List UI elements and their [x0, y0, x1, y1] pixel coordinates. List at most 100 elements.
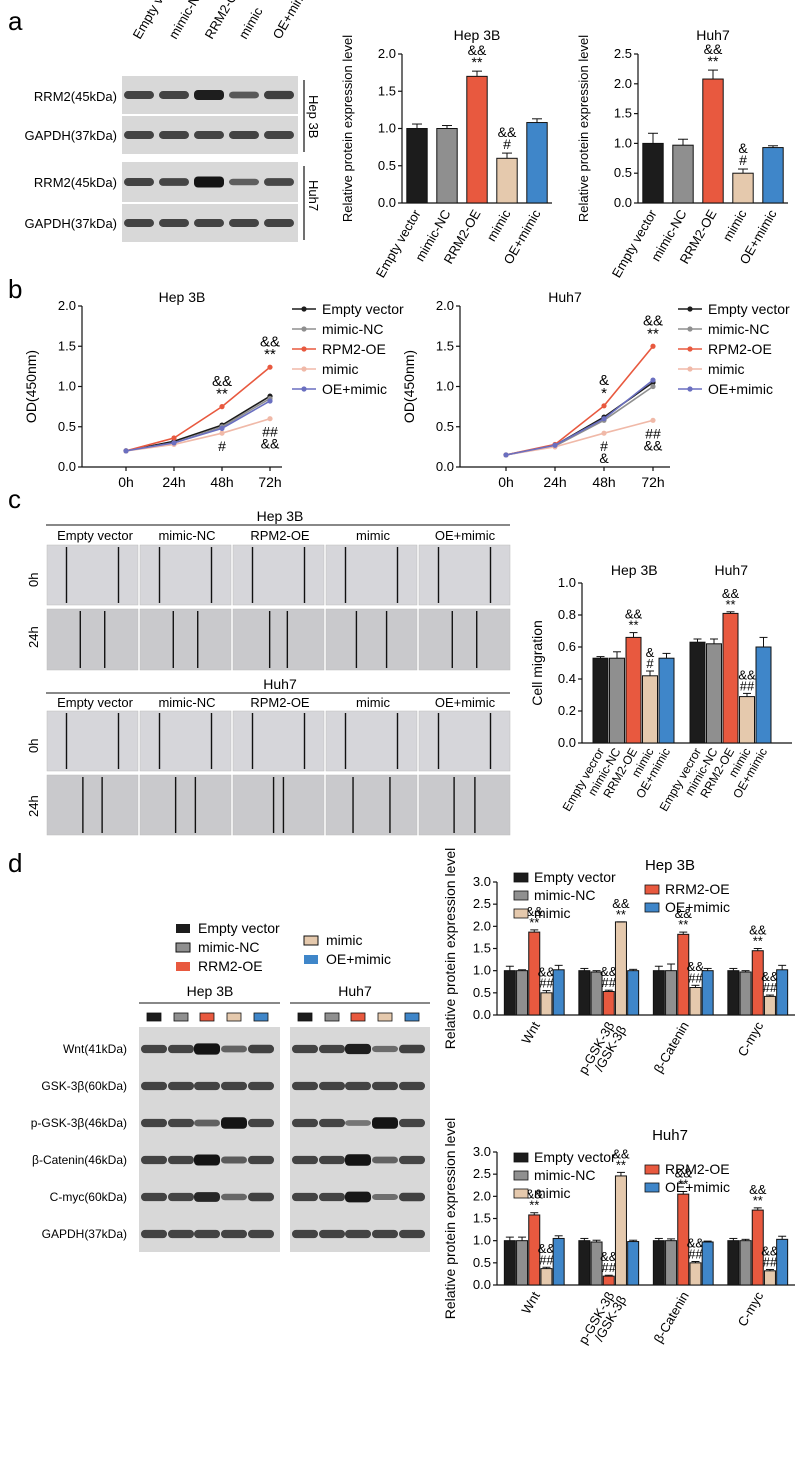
series-line	[125, 366, 271, 452]
y-tick-label: 2.0	[614, 76, 632, 91]
chart-d-hep3b: Hep 3B 0.0 0.5 1.0 1.5 2.0 2.5 3.0 Relative prot…	[442, 848, 795, 1077]
bar	[755, 646, 772, 744]
legend-swatch	[644, 884, 660, 895]
x-tick-label: C-myc	[735, 1289, 767, 1329]
blot-band	[141, 1044, 167, 1054]
bar	[516, 1240, 529, 1286]
blot-band	[292, 1044, 318, 1054]
legend-label: mimic	[322, 361, 359, 377]
wound-image	[418, 608, 511, 671]
wound-image	[325, 608, 418, 671]
y-tick-label: 1.0	[558, 575, 576, 590]
significance-mark: &&	[643, 313, 663, 330]
legend-swatch-empty-vector	[176, 924, 190, 933]
blot-band	[248, 1044, 274, 1054]
blot-band	[141, 1155, 167, 1165]
y-axis-label: Relative protein expression level	[576, 35, 591, 222]
y-tick-label: 2.5	[473, 896, 491, 911]
legend-label: Empty vector	[534, 869, 616, 885]
legend-label: Empty vector	[198, 920, 280, 936]
legend-label: Empty vector	[708, 301, 790, 317]
y-tick-label: 0.4	[558, 671, 576, 686]
blot-band	[248, 1081, 274, 1091]
y-tick-label: 0.0	[558, 735, 576, 750]
bar	[665, 1240, 678, 1286]
bar	[540, 1268, 553, 1286]
blot-band	[168, 1118, 194, 1128]
significance-mark: ##	[688, 1247, 703, 1262]
blot-band	[399, 1229, 425, 1239]
significance-mark: **	[529, 1198, 539, 1213]
significance-mark: &&	[468, 42, 487, 58]
y-tick-label: 2.5	[614, 46, 632, 61]
wound-image	[139, 710, 232, 772]
bar	[689, 987, 702, 1016]
series-line	[505, 381, 654, 456]
bar	[602, 1275, 615, 1286]
legend-label: mimic	[534, 905, 571, 921]
y-tick-label: 1.5	[473, 1211, 491, 1226]
bar	[763, 995, 776, 1016]
bar	[614, 921, 627, 1016]
wound-image	[139, 544, 232, 606]
lane-marker	[350, 1012, 366, 1022]
bar	[496, 157, 518, 204]
bar	[627, 970, 640, 1016]
blot-band	[292, 1229, 318, 1239]
significance-mark: &&	[600, 1249, 618, 1264]
legend-label: RRM2-OE	[665, 1161, 730, 1177]
blot-band	[221, 1117, 247, 1129]
series-point	[601, 416, 607, 422]
blot-band	[229, 91, 259, 99]
series-point	[267, 364, 273, 370]
blot-band	[248, 1118, 274, 1128]
wound-title-huh7: Huh7	[263, 676, 297, 692]
chart-title: Hep 3B	[645, 857, 695, 874]
y-tick-label: 0.0	[473, 1277, 491, 1292]
bar	[592, 657, 609, 744]
blot-band	[399, 1192, 425, 1202]
legend-marker	[301, 326, 307, 332]
significance-mark: ##	[763, 980, 778, 995]
blot-band	[399, 1081, 425, 1091]
x-tick-label: Empty vector	[373, 206, 424, 280]
legend-marker	[301, 386, 307, 392]
legend-marker	[687, 366, 693, 372]
wound-images	[46, 544, 511, 836]
series-point	[123, 448, 129, 454]
wound-title-hep3b: Hep 3B	[257, 508, 304, 524]
bar	[727, 1240, 740, 1286]
chart-title: Huh7	[548, 289, 582, 305]
significance-mark: ##	[645, 425, 661, 441]
series-point	[601, 430, 607, 436]
legend-swatch	[513, 872, 529, 883]
blot-band	[372, 1193, 398, 1201]
blot-band	[399, 1155, 425, 1165]
significance-mark: #	[503, 136, 511, 152]
legend-swatch-rrm2-oe	[176, 962, 190, 971]
series-point	[650, 417, 656, 423]
wound-col-label: RPM2-OE	[250, 528, 310, 543]
y-tick-label: 0.0	[378, 195, 396, 210]
blot-d: Empty vector mimic-NC RRM2-OE mimic OE+m…	[31, 920, 430, 1252]
bar	[732, 172, 754, 204]
y-tick-label: 0.0	[436, 459, 454, 474]
blot-band	[292, 1118, 318, 1128]
blot-band	[194, 131, 224, 139]
significance-mark: &&	[538, 965, 556, 980]
significance-mark: **	[753, 1193, 763, 1208]
blot-band	[229, 219, 259, 227]
legend-label: RRM2-OE	[198, 958, 263, 974]
y-tick-label: 0.0	[58, 459, 76, 474]
bar	[436, 128, 458, 204]
wound-row-label: 24h	[26, 795, 41, 817]
bar	[466, 75, 488, 204]
significance-mark: ##	[539, 976, 554, 991]
lane-marker	[297, 1012, 313, 1022]
legend-swatch	[513, 1152, 529, 1163]
bar	[762, 147, 784, 204]
wound-row-label: 24h	[26, 626, 41, 648]
significance-mark: &&	[612, 896, 630, 911]
group-title: Huh7	[715, 562, 749, 578]
wound-image	[232, 544, 325, 606]
